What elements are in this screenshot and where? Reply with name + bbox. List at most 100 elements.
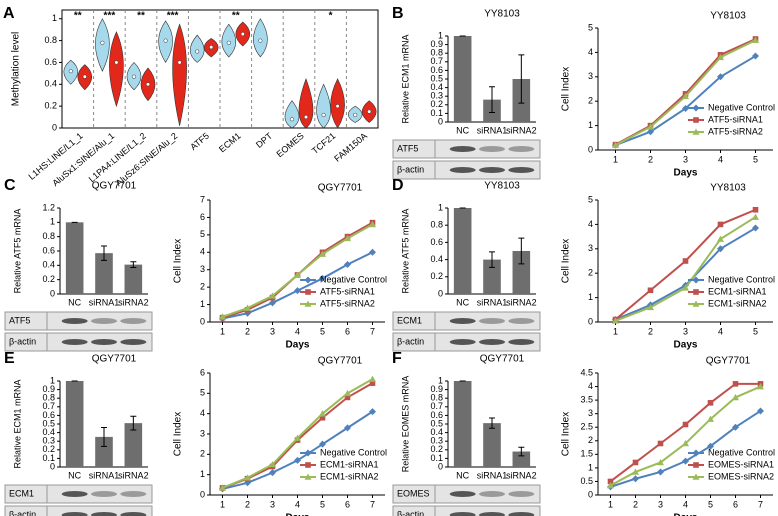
- marker: [304, 276, 312, 284]
- violin: [253, 18, 268, 58]
- blot-band: [479, 512, 505, 516]
- x-tick-label: 4: [683, 499, 688, 509]
- x-tick-label: 2: [245, 326, 250, 336]
- significance: **: [232, 11, 240, 22]
- x-tick-label: 2: [245, 499, 250, 509]
- y-tick-label: 0.2: [430, 271, 443, 281]
- x-axis-label: Days: [674, 168, 698, 179]
- x-axis-label: Days: [674, 340, 698, 351]
- blot-band: [61, 318, 88, 324]
- marker: [692, 300, 700, 307]
- marker: [244, 304, 251, 311]
- legend-label: ATF5-siRNA2: [708, 126, 763, 136]
- blot-label: β-actin: [397, 336, 424, 346]
- legend-label: ECM1-siRNA2: [708, 298, 767, 308]
- blot-band: [479, 318, 505, 324]
- y-tick-label: 0.9: [42, 384, 55, 394]
- violin: [330, 78, 345, 129]
- x-tick-label: 2: [633, 499, 638, 509]
- marker: [269, 469, 276, 477]
- marker: [692, 128, 700, 135]
- x-tick-label: siRNA2: [506, 297, 537, 307]
- marker: [682, 457, 689, 465]
- blot-band: [508, 512, 535, 516]
- x-axis-label: Days: [674, 513, 698, 516]
- violin: [298, 77, 314, 129]
- violin: [172, 23, 187, 126]
- y-axis-label: Relative ECM1 mRNA: [12, 379, 22, 468]
- significance: **: [137, 11, 145, 22]
- blot-band: [120, 512, 147, 516]
- marker: [717, 235, 724, 242]
- chart-title: YY8103: [710, 183, 746, 194]
- marker: [369, 375, 376, 382]
- blot-label: EOMES: [397, 488, 430, 498]
- y-tick-label: 0: [588, 144, 593, 154]
- y-tick-label: 0.7: [42, 401, 55, 411]
- legend-label: EOMES-siRNA2: [708, 471, 774, 481]
- y-tick-label: 5: [200, 388, 205, 398]
- blot-band: [61, 491, 88, 497]
- marker: [757, 407, 764, 415]
- x-tick-label: 3: [270, 326, 275, 336]
- median: [240, 31, 245, 37]
- median: [367, 109, 372, 114]
- y-tick-label: 0: [200, 489, 205, 499]
- x-tick-label: 2: [648, 326, 653, 336]
- y-tick-label: 0.5: [580, 476, 593, 486]
- marker: [693, 462, 699, 468]
- y-tick-label: 2: [588, 268, 593, 278]
- marker: [632, 475, 639, 483]
- marker: [244, 474, 251, 481]
- marker: [657, 458, 664, 466]
- x-tick-label: siRNA1: [89, 470, 120, 480]
- x-tick-label: DPT: [254, 130, 275, 150]
- blot-band: [508, 167, 535, 173]
- x-tick-label: TCF21: [310, 131, 338, 156]
- y-tick-label: 1: [200, 299, 205, 309]
- blot-band: [91, 512, 117, 516]
- marker: [717, 73, 724, 81]
- y-tick-label: 0.8: [42, 393, 55, 403]
- marker: [682, 284, 689, 291]
- legend-label: Negative Control: [708, 274, 775, 284]
- bar: [512, 451, 531, 467]
- marker: [294, 271, 301, 278]
- y-tick-label: 5: [588, 194, 593, 204]
- blot-band: [449, 339, 476, 345]
- chart-title: YY8103: [710, 11, 746, 22]
- x-tick-label: ECM1: [217, 131, 243, 155]
- chart-title: QGY7701: [92, 181, 137, 192]
- blot-label: β-actin: [9, 336, 36, 346]
- y-tick-label: 0.8: [44, 35, 57, 45]
- x-tick-label: 3: [658, 499, 663, 509]
- marker: [717, 245, 724, 253]
- y-tick-label: 0.4: [430, 427, 443, 437]
- y-tick-label: 0.2: [430, 99, 443, 109]
- marker: [707, 400, 714, 406]
- median: [353, 112, 358, 117]
- marker: [304, 473, 312, 480]
- error-bar: [130, 415, 137, 431]
- blot-label: β-actin: [397, 509, 424, 516]
- marker: [752, 52, 759, 60]
- median: [100, 40, 105, 45]
- y-tick-label: 0.7: [430, 56, 443, 66]
- y-axis-label: Cell Index: [173, 412, 184, 456]
- y-tick-label: 2.5: [580, 422, 593, 432]
- y-tick-label: 3: [588, 243, 593, 253]
- y-tick-label: 0: [200, 316, 205, 326]
- marker: [682, 105, 689, 113]
- x-axis-label: Days: [286, 340, 310, 351]
- bar: [124, 264, 143, 294]
- y-tick-label: 0.3: [430, 91, 443, 101]
- blot-label: ECM1: [397, 315, 422, 325]
- marker: [732, 393, 739, 401]
- y-tick-label: 1: [588, 462, 593, 472]
- marker: [752, 213, 759, 220]
- y-tick-label: 1: [438, 202, 443, 212]
- error-bar: [518, 237, 525, 265]
- marker: [319, 250, 326, 257]
- x-tick-label: NC: [456, 297, 469, 307]
- violin: [109, 31, 124, 108]
